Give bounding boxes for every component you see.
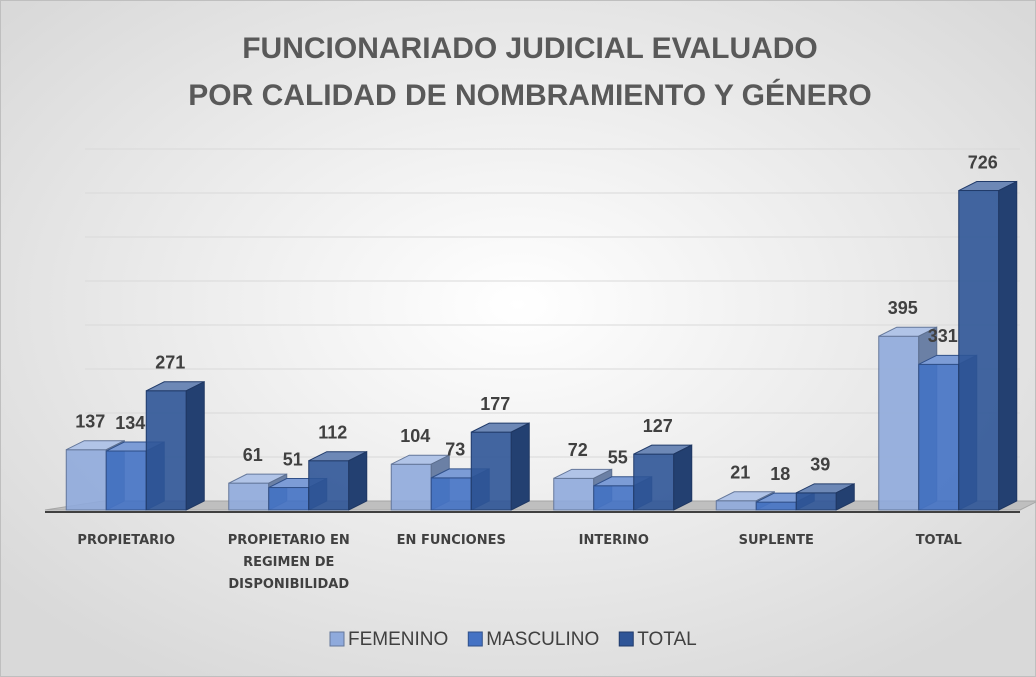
data-label: 134 (115, 413, 145, 433)
x-tick-label: TOTAL (915, 533, 962, 548)
data-label: 72 (568, 440, 588, 460)
bar-front (795, 492, 837, 511)
data-label: 21 (730, 463, 750, 483)
bar-front (878, 335, 920, 511)
bar (958, 180, 1018, 511)
bar-front (268, 487, 310, 511)
bar-front (553, 477, 595, 511)
bar (795, 483, 855, 511)
bar (145, 380, 205, 511)
legend-label: MASCULINO (486, 629, 599, 650)
data-label: 271 (155, 353, 185, 373)
data-label: 127 (643, 416, 673, 436)
bar (633, 444, 693, 511)
data-label: 112 (318, 422, 347, 442)
bar-front (755, 501, 797, 511)
data-label: 61 (243, 445, 263, 465)
data-label: 726 (968, 152, 998, 172)
bar-side (998, 180, 1018, 511)
bar-side (348, 450, 368, 511)
data-label: 18 (770, 464, 790, 484)
x-tick-label: SUPLENTE (738, 533, 814, 548)
bar-side (510, 422, 530, 511)
data-label: 51 (283, 449, 303, 469)
data-label: 137 (75, 411, 105, 431)
bar (470, 422, 530, 511)
bar-side (673, 444, 693, 511)
data-label: 331 (928, 326, 958, 346)
data-label: 55 (608, 448, 628, 468)
chart-title: FUNCIONARIADO JUDICIAL EVALUADO (242, 32, 818, 65)
bar-front (918, 363, 960, 511)
bar-front (958, 190, 1000, 511)
bar-front (633, 453, 675, 511)
data-label: 73 (445, 440, 465, 460)
legend-swatch (329, 631, 345, 647)
legend-label: TOTAL (637, 629, 696, 650)
legend-swatch (467, 631, 483, 647)
data-label: 177 (480, 394, 510, 414)
data-label: 39 (810, 455, 830, 475)
bar-front (228, 482, 270, 511)
bar-front (105, 450, 147, 511)
x-tick-label: INTERINO (578, 533, 649, 548)
legend-swatch (618, 631, 634, 647)
x-tick-label: PROPIETARIO EN REGIMEN DE DISPONIBILIDAD (227, 533, 350, 592)
x-tick-label: PROPIETARIO (77, 533, 176, 548)
x-tick-label: EN FUNCIONES (396, 533, 506, 548)
chart-subtitle: POR CALIDAD DE NOMBRAMIENTO Y GÉNERO (188, 78, 871, 112)
bar-front (470, 431, 512, 511)
bar-front (593, 485, 635, 511)
bar-front (308, 460, 350, 511)
bar-side (835, 483, 855, 511)
data-label: 104 (400, 426, 430, 446)
bar-front (715, 500, 757, 511)
bar-front (65, 449, 107, 511)
legend-label: FEMENINO (348, 629, 448, 650)
bar-side (185, 380, 205, 511)
bar-front (430, 477, 472, 511)
bar-front (390, 463, 432, 511)
bar-front (145, 390, 187, 511)
bar (308, 450, 368, 511)
data-label: 395 (888, 298, 918, 318)
